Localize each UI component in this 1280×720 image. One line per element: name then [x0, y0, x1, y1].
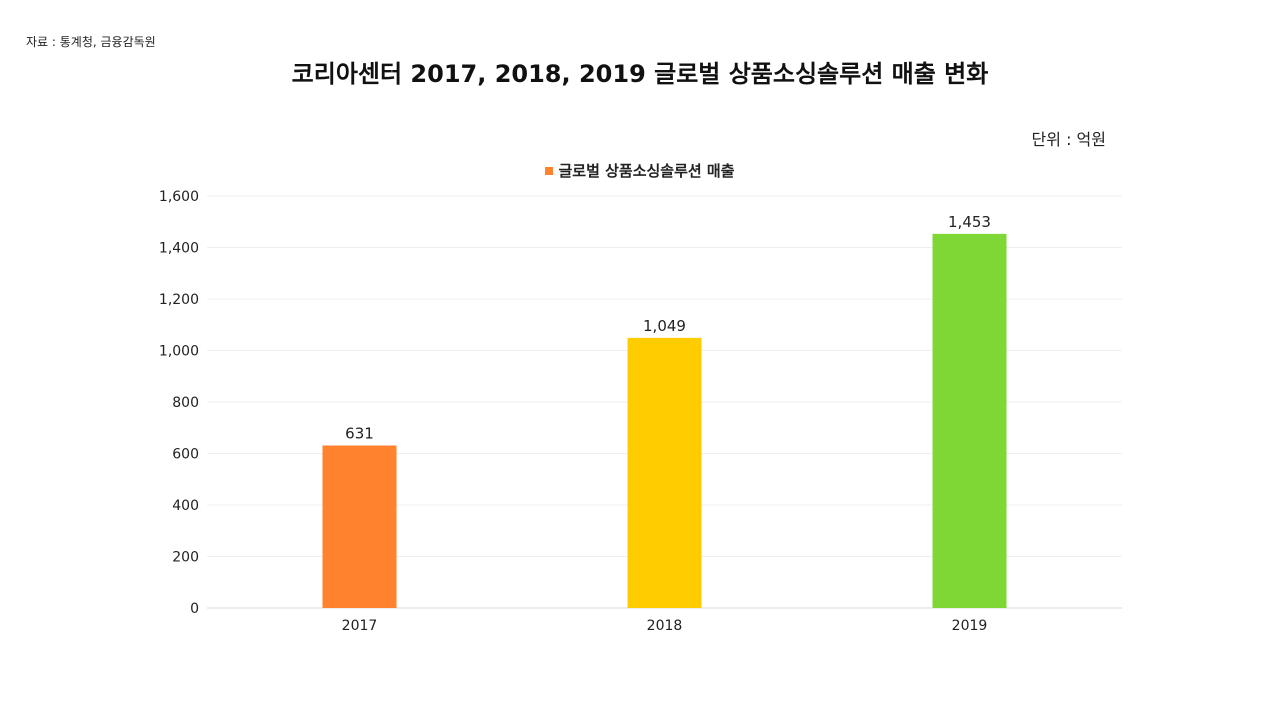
y-tick-label: 1,200 [159, 292, 199, 308]
source-note: 자료 : 통계청, 금융감독원 [26, 35, 156, 49]
chart-title: 코리아센터 2017, 2018, 2019 글로벌 상품소싱솔루션 매출 변화 [291, 60, 989, 88]
y-tick-label: 1,400 [159, 241, 199, 257]
data-label-2019: 1,453 [948, 213, 991, 231]
x-tick-label-2017: 2017 [342, 618, 378, 634]
y-tick-label: 400 [172, 498, 199, 514]
data-label-2017: 631 [345, 425, 374, 443]
y-tick-label: 0 [190, 601, 199, 617]
bar-2017 [322, 445, 397, 608]
y-tick-label: 1,000 [159, 344, 199, 360]
unit-label: 단위 : 억원 [1031, 130, 1106, 149]
chart-legend: 글로벌 상품소싱솔루션 매출 [0, 160, 1280, 181]
y-tick-label: 200 [172, 550, 199, 566]
bar-2019 [932, 233, 1007, 609]
data-labels: 631 1,049 1,453 [345, 213, 991, 443]
x-axis-tick-labels: 2017 2018 2019 [342, 618, 988, 634]
y-tick-label: 800 [172, 395, 199, 411]
legend-swatch [545, 166, 554, 175]
x-tick-label-2018: 2018 [647, 618, 683, 634]
x-tick-label-2019: 2019 [952, 618, 988, 634]
bar-2018 [627, 337, 702, 608]
data-label-2018: 1,049 [643, 317, 686, 335]
y-tick-label: 1,600 [159, 189, 199, 205]
y-tick-label: 600 [172, 447, 199, 463]
y-axis-tick-labels: 0 200 400 600 800 1,000 1,200 1,400 1,600 [159, 189, 199, 617]
bars [322, 233, 1007, 609]
legend-label: 글로벌 상품소싱솔루션 매출 [558, 162, 735, 180]
